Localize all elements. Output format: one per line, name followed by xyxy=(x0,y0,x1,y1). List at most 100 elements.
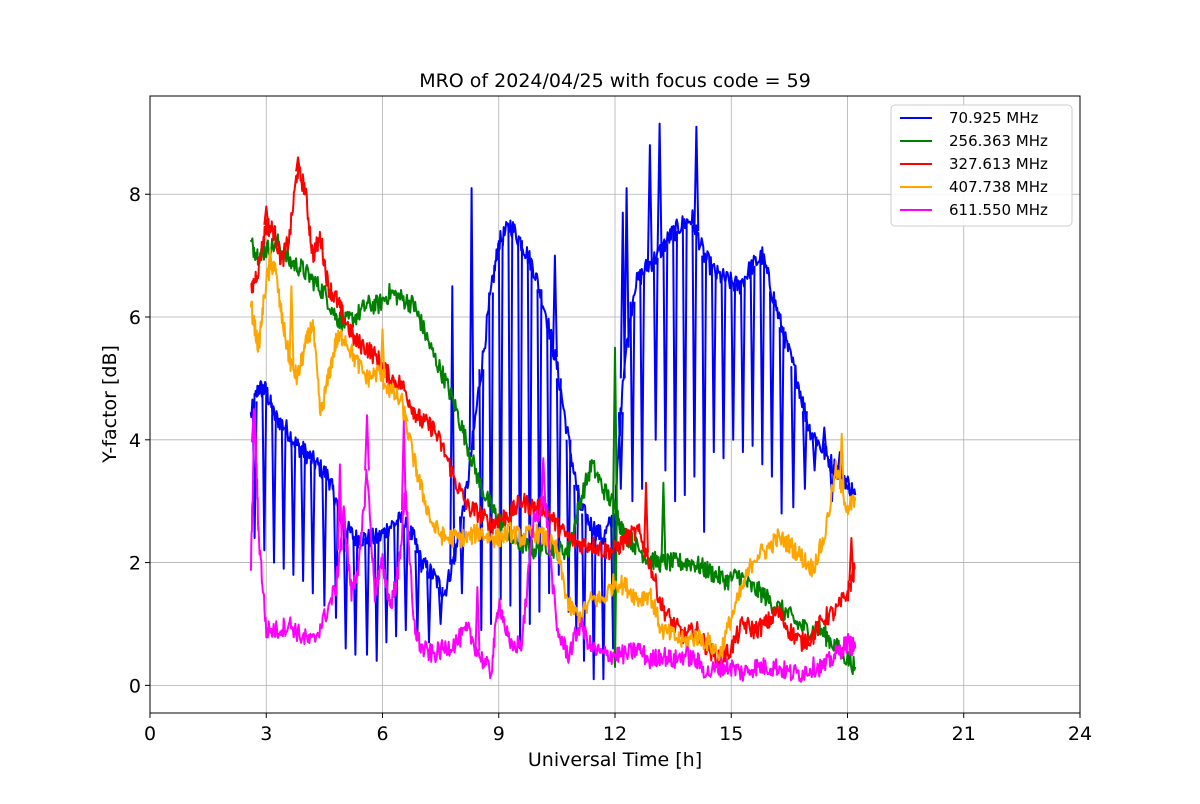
series-spike xyxy=(271,415,277,564)
series-spike xyxy=(488,292,494,625)
series-spike xyxy=(623,187,630,348)
series-spike xyxy=(693,125,700,232)
x-tick-label: 15 xyxy=(719,723,743,745)
y-tick-label: 6 xyxy=(129,307,141,329)
series-spike xyxy=(426,570,432,644)
series-spike xyxy=(701,255,708,533)
series-spike xyxy=(639,273,646,490)
series-spike xyxy=(526,259,533,625)
series-spike xyxy=(838,432,845,489)
series-spike xyxy=(342,527,349,650)
x-tick-label: 18 xyxy=(835,723,859,745)
series-spike xyxy=(250,408,257,443)
series-spike xyxy=(600,537,607,681)
series-spike xyxy=(844,482,851,490)
series-spike xyxy=(540,457,547,505)
series-spike xyxy=(660,481,667,563)
series-spike xyxy=(261,389,268,552)
series-spike xyxy=(474,586,481,651)
x-tick-label: 6 xyxy=(376,723,388,745)
x-tick-label: 12 xyxy=(603,723,627,745)
x-axis-label: Universal Time [h] xyxy=(528,749,702,771)
y-tick-label: 2 xyxy=(129,553,141,575)
series-spike xyxy=(646,144,653,264)
chart-title: MRO of 2024/04/25 with focus code = 59 xyxy=(419,70,811,92)
y-axis-label: Y-factor [dB] xyxy=(99,345,121,464)
series-spike xyxy=(811,436,818,472)
series-spike xyxy=(656,122,663,253)
series-spike xyxy=(739,280,746,454)
series-spike xyxy=(790,366,797,509)
series-spike xyxy=(759,255,766,466)
series-spike xyxy=(801,411,808,490)
series-line xyxy=(250,163,856,671)
x-tick-label: 9 xyxy=(493,723,505,745)
series-spike xyxy=(730,283,737,441)
legend-label: 407.738 MHz xyxy=(949,178,1048,196)
series-spike xyxy=(478,369,485,632)
series-spike xyxy=(778,327,785,515)
series-spike xyxy=(536,289,543,613)
series-spike xyxy=(662,243,669,472)
series-spike xyxy=(364,414,370,471)
series-spike xyxy=(468,187,475,451)
series-spike xyxy=(437,587,444,625)
series-spike xyxy=(321,472,328,607)
series-spike xyxy=(769,291,775,478)
plot-series xyxy=(249,122,857,683)
series-spike xyxy=(336,463,343,551)
series-spike xyxy=(402,414,409,422)
series-spike xyxy=(379,328,386,379)
legend-label: 70.925 MHz xyxy=(949,109,1038,127)
series-spike xyxy=(552,254,558,357)
series-spike xyxy=(383,529,390,644)
series-line xyxy=(249,260,857,661)
series-spike xyxy=(652,257,659,441)
series-spike xyxy=(643,481,649,553)
legend-box xyxy=(890,104,1073,227)
series-spike xyxy=(300,450,306,582)
series-spike xyxy=(364,537,370,656)
x-tick-label: 21 xyxy=(952,723,976,745)
legend-label: 611.550 MHz xyxy=(949,201,1048,219)
series-spike xyxy=(555,378,562,576)
series-spike xyxy=(393,522,399,638)
series-spike xyxy=(749,265,756,447)
series-spike xyxy=(629,301,636,503)
series-spike xyxy=(290,439,297,576)
series-spike xyxy=(280,425,287,570)
x-tick-label: 0 xyxy=(144,723,156,745)
series-spike xyxy=(681,222,688,497)
series-spike xyxy=(309,460,316,595)
series-spike xyxy=(691,224,698,478)
series-spike xyxy=(295,156,301,172)
series-spike xyxy=(581,513,587,662)
series-spike xyxy=(612,346,618,508)
legend-label: 256.363 MHz xyxy=(949,132,1048,150)
x-tick-label: 24 xyxy=(1068,723,1092,745)
series-spike xyxy=(402,525,409,632)
series-spike xyxy=(710,270,717,454)
legend-label: 327.613 MHz xyxy=(949,155,1048,173)
series-spike xyxy=(507,224,514,607)
series-spike xyxy=(617,412,624,490)
series-spike xyxy=(590,527,597,681)
series-spike xyxy=(400,420,407,511)
series-spike xyxy=(497,240,504,601)
series-spike xyxy=(263,205,270,226)
series-spike xyxy=(429,420,436,428)
legend-entries: 70.925 MHz 256.363 MHz 327.613 MHz 407.738 … xyxy=(900,109,1048,219)
y-tick-label: 8 xyxy=(129,184,141,206)
series-spike xyxy=(267,248,274,272)
series-spike xyxy=(672,231,678,503)
series-spike xyxy=(565,439,572,613)
series-spike xyxy=(288,285,295,365)
legend: 70.925 MHz 256.363 MHz 327.613 MHz 407.738 … xyxy=(890,104,1073,227)
series-spike xyxy=(720,278,727,460)
y-tick-label: 0 xyxy=(129,675,141,697)
series-spike xyxy=(848,537,855,582)
series-spike xyxy=(546,329,553,595)
